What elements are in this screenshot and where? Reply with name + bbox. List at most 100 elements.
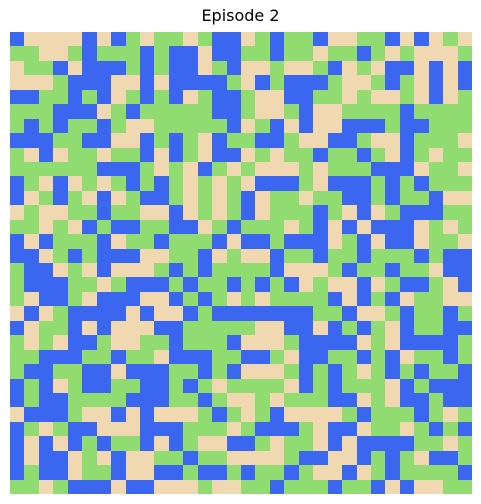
grass-cell [299, 32, 313, 46]
water-cell [126, 393, 140, 407]
grass-cell [255, 220, 270, 234]
sand-cell [140, 205, 154, 220]
grass-cell [255, 436, 270, 451]
grass-cell [183, 104, 198, 119]
water-cell [97, 119, 111, 133]
grass-cell [212, 263, 227, 277]
grass-cell [400, 451, 414, 465]
grass-cell [227, 191, 241, 205]
water-cell [198, 249, 212, 263]
sand-cell [443, 191, 458, 205]
grass-cell [82, 465, 97, 480]
sand-cell [443, 436, 458, 451]
water-cell [126, 480, 140, 494]
grass-cell [212, 321, 227, 335]
water-cell [183, 220, 198, 234]
water-cell [212, 407, 227, 422]
grass-cell [183, 436, 198, 451]
sand-cell [414, 162, 429, 176]
water-cell [299, 104, 313, 119]
grass-cell [400, 249, 414, 263]
sand-cell [68, 465, 82, 480]
sand-cell [342, 75, 357, 90]
grass-cell [126, 205, 140, 220]
board-grid [10, 32, 472, 494]
water-cell [443, 350, 458, 364]
sand-cell [24, 32, 39, 46]
water-cell [400, 234, 414, 249]
grass-cell [82, 436, 97, 451]
sand-cell [414, 451, 429, 465]
sand-cell [140, 321, 154, 335]
sand-cell [82, 292, 97, 306]
water-cell [357, 277, 371, 292]
grass-cell [24, 220, 39, 234]
water-cell [313, 350, 328, 364]
grass-cell [342, 350, 357, 364]
grass-cell [443, 176, 458, 191]
sand-cell [429, 32, 443, 46]
sand-cell [97, 422, 111, 436]
water-cell [429, 335, 443, 350]
water-cell [39, 364, 53, 379]
sand-cell [154, 350, 169, 364]
sand-cell [39, 480, 53, 494]
sand-cell [414, 480, 429, 494]
water-cell [183, 451, 198, 465]
grass-cell [443, 234, 458, 249]
sand-cell [227, 393, 241, 407]
grass-cell [68, 234, 82, 249]
water-cell [198, 465, 212, 480]
water-cell [111, 32, 126, 46]
sand-cell [443, 61, 458, 75]
grass-cell [10, 263, 24, 277]
water-cell [154, 465, 169, 480]
water-cell [198, 263, 212, 277]
game-board [10, 32, 472, 494]
water-cell [10, 451, 24, 465]
sand-cell [241, 451, 255, 465]
water-cell [255, 133, 270, 148]
water-cell [227, 364, 241, 379]
sand-cell [183, 176, 198, 191]
grass-cell [227, 465, 241, 480]
grass-cell [458, 148, 472, 162]
sand-cell [241, 61, 255, 75]
sand-cell [313, 436, 328, 451]
grass-cell [198, 104, 212, 119]
water-cell [126, 220, 140, 234]
grass-cell [299, 436, 313, 451]
sand-cell [313, 176, 328, 191]
water-cell [299, 306, 313, 321]
grass-cell [82, 451, 97, 465]
grass-cell [68, 292, 82, 306]
water-cell [270, 422, 284, 436]
grass-cell [357, 379, 371, 393]
water-cell [169, 263, 183, 277]
grass-cell [371, 292, 385, 306]
sand-cell [183, 480, 198, 494]
water-cell [10, 191, 24, 205]
water-cell [241, 306, 255, 321]
grass-cell [198, 480, 212, 494]
grass-cell [400, 176, 414, 191]
sand-cell [212, 191, 227, 205]
sand-cell [241, 148, 255, 162]
grass-cell [414, 148, 429, 162]
grass-cell [313, 191, 328, 205]
water-cell [414, 364, 429, 379]
grass-cell [357, 263, 371, 277]
grass-cell [68, 393, 82, 407]
water-cell [82, 133, 97, 148]
sand-cell [183, 407, 198, 422]
water-cell [183, 46, 198, 61]
sand-cell [97, 407, 111, 422]
grass-cell [414, 422, 429, 436]
sand-cell [284, 220, 299, 234]
grass-cell [241, 46, 255, 61]
grass-cell [299, 465, 313, 480]
grass-cell [429, 306, 443, 321]
water-cell [97, 162, 111, 176]
grass-cell [169, 379, 183, 393]
water-cell [313, 148, 328, 162]
